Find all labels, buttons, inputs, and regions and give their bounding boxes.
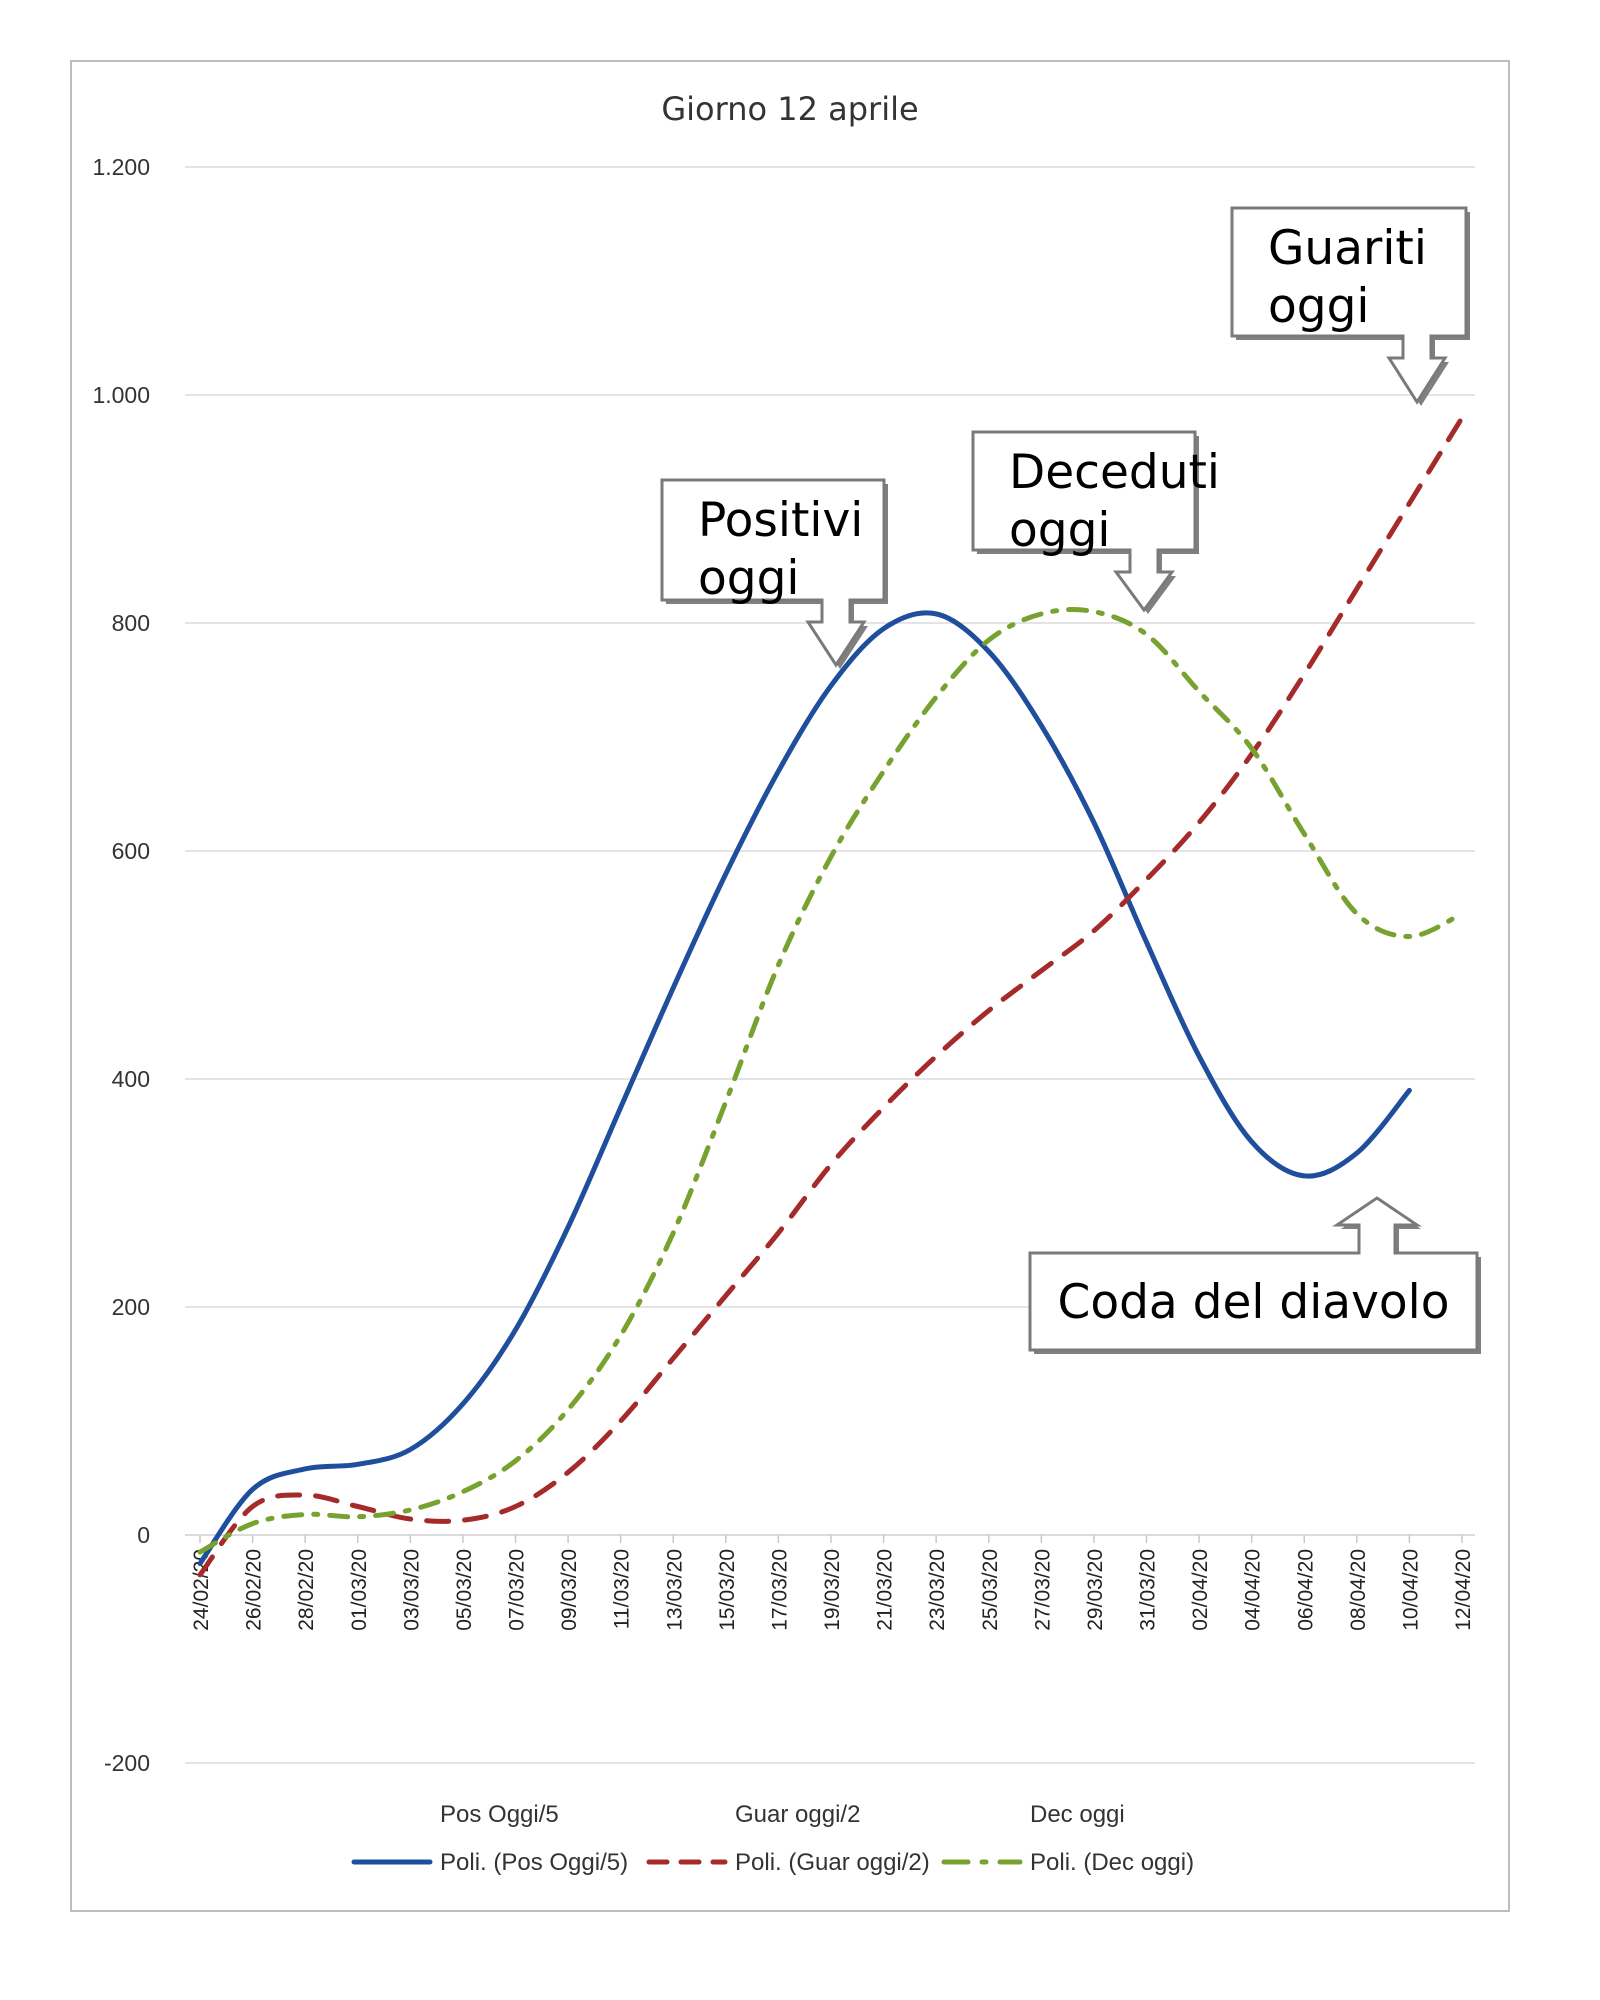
callout-deceduti xyxy=(971,430,1197,613)
chart-frame xyxy=(70,60,1510,1912)
x-tick-label: 02/04/20 xyxy=(1189,1549,1212,1631)
callout-guariti-text: Guariti xyxy=(1268,221,1427,276)
legend-entry: Poli. (Dec oggi) xyxy=(1030,1849,1194,1876)
callout-guariti xyxy=(1230,206,1468,405)
x-tick-label: 25/03/20 xyxy=(979,1549,1002,1631)
series-line xyxy=(197,415,1465,1578)
legend-label: Guar oggi/2 xyxy=(735,1801,860,1828)
callout-deceduti-text: oggi xyxy=(1009,503,1110,558)
x-tick-label: 09/03/20 xyxy=(558,1549,581,1631)
callout-positivi xyxy=(660,478,886,668)
x-tick-label: 08/04/20 xyxy=(1347,1549,1370,1631)
x-tick-label: 31/03/20 xyxy=(1137,1549,1160,1631)
x-tick-label: 06/04/20 xyxy=(1294,1549,1317,1631)
x-tick-label: 29/03/20 xyxy=(1084,1549,1107,1631)
series-lines xyxy=(197,415,1465,1578)
x-tick-label: 01/03/20 xyxy=(348,1549,371,1631)
legend-entry: Poli. (Guar oggi/2) xyxy=(735,1849,930,1876)
y-tick-label: 200 xyxy=(112,1294,150,1320)
legend: Pos Oggi/5 Guar oggi/2 Dec oggi Poli. (Pos … xyxy=(351,1801,1194,1876)
x-tick-label: 15/03/20 xyxy=(716,1549,739,1631)
y-axis: -200 0 200 400 600 800 1.000 1.200 xyxy=(92,154,150,1776)
callouts: PositivioggiDecedutioggiGuaritioggiCoda … xyxy=(660,206,1481,1354)
x-tick-label: 05/03/20 xyxy=(453,1549,476,1631)
legend-entry: Poli. (Pos Oggi/5) xyxy=(440,1849,628,1876)
x-tick-label: 17/03/20 xyxy=(768,1549,791,1631)
y-tick-label: 1.200 xyxy=(92,154,150,180)
callout-coda-text: Coda del diavolo xyxy=(1058,1275,1450,1330)
x-tick-label: 13/03/20 xyxy=(663,1549,686,1631)
x-tick-label: 10/04/20 xyxy=(1399,1549,1422,1631)
callout-positivi-text: Positivi xyxy=(698,493,863,548)
callout-positivi-text: oggi xyxy=(698,551,799,606)
x-tick-label: 07/03/20 xyxy=(506,1549,529,1631)
x-tick-label: 21/03/20 xyxy=(874,1549,897,1631)
y-tick-label: 600 xyxy=(112,838,150,864)
y-tick-label: -200 xyxy=(104,1750,150,1776)
x-tick-label: 19/03/20 xyxy=(821,1549,844,1631)
y-tick-label: 1.000 xyxy=(92,382,150,408)
grid xyxy=(185,166,1475,1764)
y-tick-label: 0 xyxy=(137,1522,150,1548)
x-axis: 24/02/20 26/02/20 28/02/20 01/03/20 03/03/20… xyxy=(190,1535,1475,1631)
series-line xyxy=(197,607,1465,1555)
x-tick-label: 28/02/20 xyxy=(295,1549,318,1631)
x-tick-label: 24/02/20 xyxy=(190,1549,213,1631)
x-tick-label: 11/03/20 xyxy=(611,1549,634,1629)
callout-coda xyxy=(1028,1196,1479,1352)
y-tick-label: 800 xyxy=(112,610,150,636)
series-line xyxy=(197,610,1412,1566)
x-tick-label: 23/03/20 xyxy=(926,1549,949,1631)
chart-title: Giorno 12 aprile xyxy=(661,90,918,128)
legend-label: Dec oggi xyxy=(1030,1801,1125,1828)
x-tick-label: 04/04/20 xyxy=(1242,1549,1265,1631)
y-tick-label: 400 xyxy=(112,1066,150,1092)
x-tick-label: 27/03/20 xyxy=(1031,1549,1054,1631)
legend-label: Pos Oggi/5 xyxy=(440,1801,559,1828)
callout-deceduti-text: Deceduti xyxy=(1009,445,1220,500)
x-tick-label: 12/04/20 xyxy=(1452,1549,1475,1631)
callout-guariti-text: oggi xyxy=(1268,279,1369,334)
x-tick-label: 26/02/20 xyxy=(243,1549,266,1631)
x-tick-label: 03/03/20 xyxy=(400,1549,423,1631)
